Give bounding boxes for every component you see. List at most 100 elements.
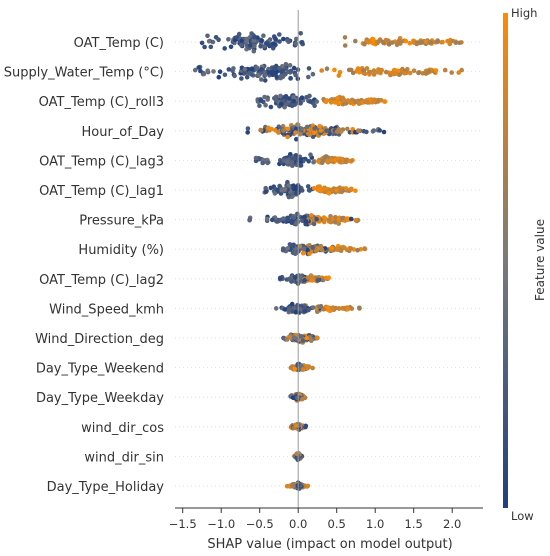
shap-point [273,36,279,42]
feature-label: Wind_Direction_deg [35,332,164,347]
shap-point [285,216,291,222]
shap-point [216,37,221,42]
shap-point [377,128,383,133]
shap-point [259,67,264,72]
shap-point [311,186,317,191]
shap-point [282,307,288,312]
shap-point [364,100,370,105]
shap-point [419,40,424,45]
feature-label: Supply_Water_Temp (°C) [4,66,164,81]
shap-point [342,43,348,48]
feature-label: Humidity (%) [78,243,164,258]
feature-rows: OAT_Temp (C) Supply_Water_Temp (°C) OAT_Te… [4,36,483,495]
shap-point [426,68,432,74]
shap-point [294,36,299,42]
shap-point [393,71,399,76]
shap-point [307,132,313,137]
shap-point [262,78,268,83]
shap-point [332,67,337,73]
shap-point [267,43,272,49]
shap-point [264,216,270,222]
shap-point [337,70,343,75]
shap-point [298,306,303,312]
shap-point [330,306,336,312]
shap-point [226,37,231,42]
shap-point [249,31,254,36]
shap-point [206,39,212,44]
shap-point [196,65,201,70]
shap-point [407,40,413,46]
shap-point [298,31,304,36]
shap-point [314,335,320,341]
shap-point [306,159,312,164]
shap-point [259,77,264,82]
feature-label: OAT_Temp (C) [74,36,164,51]
shap-point [286,183,292,188]
shap-point [449,70,455,75]
shap-point [271,41,276,46]
shap-point [295,302,300,308]
shap-point [311,159,316,165]
shap-point [281,36,286,42]
shap-point [362,246,368,252]
shap-point [302,309,308,314]
shap-point [310,275,315,280]
shap-point [420,71,426,76]
shap-point [315,309,320,315]
shap-point [440,39,445,45]
shap-point [319,68,325,73]
x-tick-label: −1.5 [169,517,197,531]
shap-point [289,220,295,225]
shap-point [343,157,349,163]
shap-point [231,66,236,71]
shap-point [290,243,296,249]
shap-point [277,276,283,281]
shap-point [278,74,284,79]
shap-point [262,72,268,78]
shap-point [335,247,340,252]
shap-point [278,93,283,99]
shap-point [265,160,271,166]
x-axis-label: SHAP value (impact on model output) [207,537,452,552]
shap-point [277,32,282,37]
shap-point [433,68,439,73]
shap-point [310,245,316,250]
shap-point [305,184,311,189]
shap-point [348,246,354,251]
shap-point [381,40,386,46]
shap-point [310,365,315,371]
shap-point [291,156,297,161]
shap-point [273,97,279,103]
shap-point [247,70,252,76]
shap-point [326,217,332,223]
shap-point [326,191,332,196]
shap-point [228,44,234,50]
shap-point [304,335,310,341]
feature-label: wind_dir_cos [81,421,164,436]
shap-point [306,66,312,71]
colorbar-gradient [503,13,508,508]
shap-point [318,304,323,310]
shap-point [289,160,295,165]
shap-point [364,66,370,71]
shap-point [403,38,409,44]
shap-point [281,216,286,221]
shap-point [353,218,359,223]
shap-point [298,334,304,339]
shap-point [356,67,362,73]
shap-point [427,40,433,45]
shap-point [308,152,313,157]
shap-point [317,124,323,129]
shap-point [457,40,462,46]
shap-point [299,40,305,46]
shap-point [341,98,346,103]
shap-point [293,423,299,428]
shap-point [317,184,323,189]
shap-point [259,38,264,43]
shap-point [199,40,205,46]
shap-point [270,217,275,223]
shap-point [265,97,271,102]
shap-point [252,43,257,49]
shap-point [297,100,303,106]
shap-point [291,335,297,340]
